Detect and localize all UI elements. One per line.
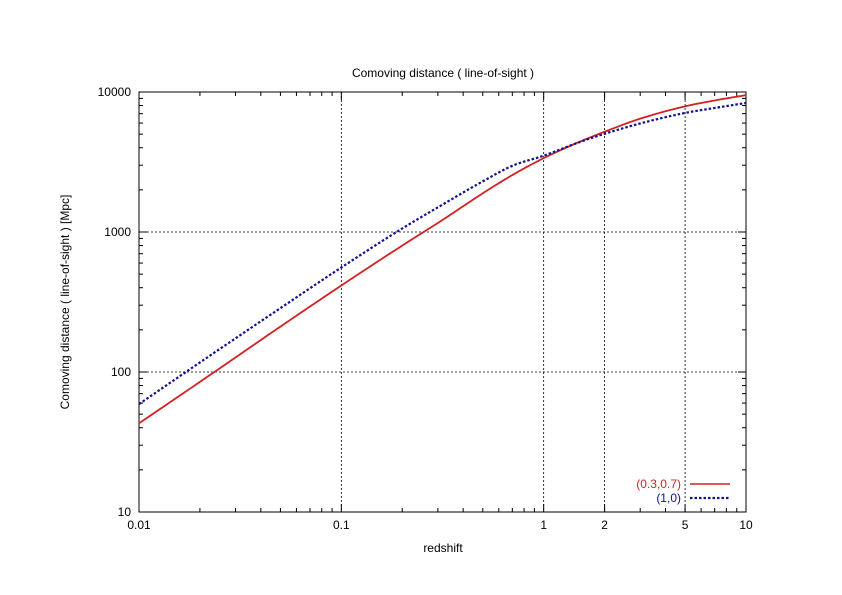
x-tick-label: 10 xyxy=(739,518,753,532)
legend: (0.3,0.7)(1,0) xyxy=(636,477,730,505)
series-line-1 xyxy=(138,94,747,425)
y-axis-label: Comoving distance ( line-of-sight ) [Mpc… xyxy=(58,195,72,410)
series-lines xyxy=(138,94,747,425)
x-tick-label: 0.01 xyxy=(127,518,151,532)
x-tick-labels: 0.01 0.1 1 2 5 10 xyxy=(127,518,753,532)
series-line-2 xyxy=(138,101,747,405)
y-tick-label: 10 xyxy=(118,505,132,519)
y-tick-label: 10000 xyxy=(98,85,132,99)
y-tick-label: 1000 xyxy=(104,225,131,239)
legend-label: (1,0) xyxy=(656,491,681,505)
x-tick-label: 0.1 xyxy=(333,518,350,532)
legend-label: (0.3,0.7) xyxy=(636,477,681,491)
plot-frame xyxy=(138,91,747,513)
grid xyxy=(139,92,746,512)
chart-title: Comoving distance ( line-of-sight ) xyxy=(352,66,534,80)
x-axis-label: redshift xyxy=(423,541,463,555)
x-tick-label: 2 xyxy=(601,518,608,532)
x-tick-label: 1 xyxy=(540,518,547,532)
y-tick-labels: 10 100 1000 10000 xyxy=(98,85,132,519)
tick-marks xyxy=(138,91,747,513)
y-tick-label: 100 xyxy=(111,365,131,379)
x-tick-label: 5 xyxy=(682,518,689,532)
